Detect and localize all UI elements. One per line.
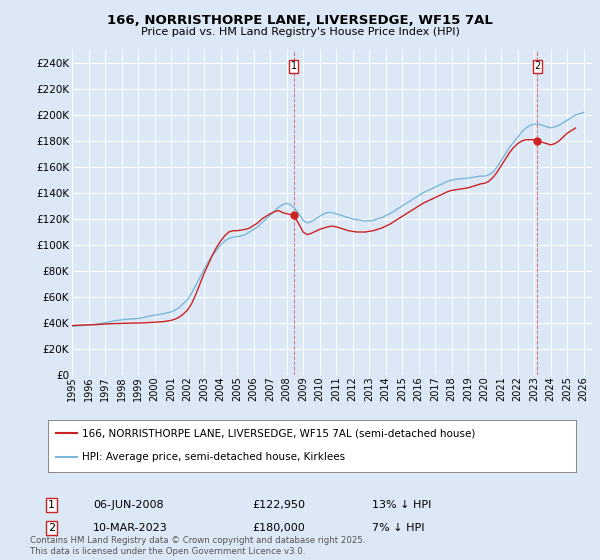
- Text: 06-JUN-2008: 06-JUN-2008: [93, 500, 164, 510]
- Text: 1: 1: [290, 62, 297, 71]
- Text: Price paid vs. HM Land Registry's House Price Index (HPI): Price paid vs. HM Land Registry's House …: [140, 27, 460, 37]
- Text: HPI: Average price, semi-detached house, Kirklees: HPI: Average price, semi-detached house,…: [82, 452, 346, 463]
- Text: 1: 1: [48, 500, 55, 510]
- Text: Contains HM Land Registry data © Crown copyright and database right 2025.
This d: Contains HM Land Registry data © Crown c…: [30, 536, 365, 556]
- Text: 10-MAR-2023: 10-MAR-2023: [93, 523, 168, 533]
- Text: 13% ↓ HPI: 13% ↓ HPI: [372, 500, 431, 510]
- Text: £180,000: £180,000: [252, 523, 305, 533]
- Text: 2: 2: [48, 523, 55, 533]
- Text: 166, NORRISTHORPE LANE, LIVERSEDGE, WF15 7AL: 166, NORRISTHORPE LANE, LIVERSEDGE, WF15…: [107, 14, 493, 27]
- Text: £122,950: £122,950: [252, 500, 305, 510]
- Text: 166, NORRISTHORPE LANE, LIVERSEDGE, WF15 7AL (semi-detached house): 166, NORRISTHORPE LANE, LIVERSEDGE, WF15…: [82, 428, 476, 438]
- Text: 7% ↓ HPI: 7% ↓ HPI: [372, 523, 425, 533]
- Text: 2: 2: [534, 62, 541, 71]
